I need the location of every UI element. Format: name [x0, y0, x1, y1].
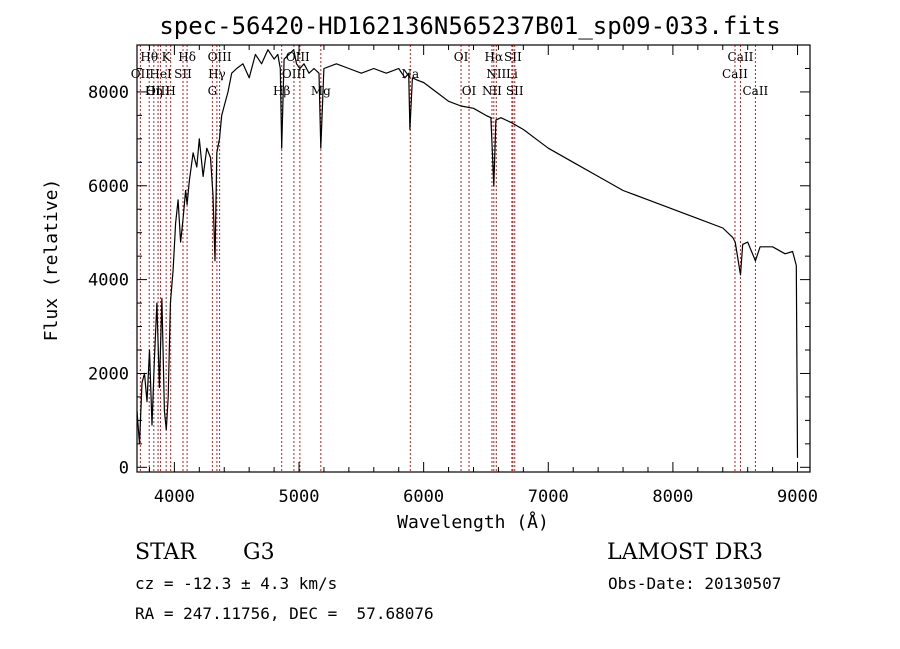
line-label: NII [482, 84, 502, 98]
plot-frame [136, 44, 811, 473]
line-label: Li [506, 67, 518, 81]
chart-title: spec-56420-HD162136N565237B01_sp09-033.f… [159, 12, 780, 40]
y-tick-label: 0 [119, 458, 129, 478]
line-label: Hβ [273, 84, 290, 98]
survey-name: LAMOST DR3 [607, 540, 763, 565]
x-tick-label: 5000 [279, 487, 320, 507]
coordinates: RA = 247.11756, DEC = 57.68076 [135, 604, 434, 623]
line-label: CaII [722, 67, 748, 81]
y-tick-label: 4000 [88, 271, 129, 291]
line-label: OIII [286, 50, 310, 64]
line-label: Hδ [178, 50, 196, 64]
object-class: STAR [135, 540, 197, 565]
object-subclass: G3 [243, 540, 275, 565]
line-label: Hθ [140, 50, 158, 64]
line-label: OI [454, 50, 469, 64]
spectrum-series [136, 49, 799, 458]
line-label: OIII [282, 67, 306, 81]
observation-date: Obs-Date: 20130507 [608, 574, 781, 593]
line-label: NII [486, 67, 506, 81]
x-tick-label: 8000 [652, 487, 693, 507]
x-tick-label: 6000 [403, 487, 444, 507]
line-label: Hα [485, 50, 504, 64]
line-label: SII [174, 67, 192, 81]
line-label: CaII [728, 50, 754, 64]
x-tick-label: 9000 [777, 487, 818, 507]
axis-ticks: 4000 5000 6000 7000 8000 9000 0 2000 4000 6000 800… [88, 45, 818, 507]
line-label: K [162, 50, 172, 64]
y-axis-label: Flux (relative) [41, 179, 62, 342]
y-tick-label: 2000 [88, 364, 129, 384]
line-label: HeI [149, 67, 172, 81]
line-label: Na [401, 67, 419, 81]
line-label: OIII [208, 50, 232, 64]
x-axis-label: Wavelength (Å) [397, 511, 549, 533]
line-label: OII [131, 67, 151, 81]
line-label: H [165, 84, 175, 98]
x-tick-label: 7000 [528, 487, 569, 507]
spectrum-line [136, 49, 799, 458]
x-tick-label: 4000 [154, 487, 195, 507]
line-label: Hη [145, 84, 163, 98]
line-label: SII [506, 84, 524, 98]
y-tick-label: 6000 [88, 177, 129, 197]
redshift-info: cz = -12.3 ± 4.3 km/s [135, 574, 337, 593]
line-label: Hγ [208, 67, 226, 81]
line-label: SII [504, 50, 522, 64]
emission-line-markers [139, 45, 756, 472]
line-label: OI [462, 84, 477, 98]
y-tick-label: 8000 [88, 83, 129, 103]
line-label: OIII [146, 84, 170, 98]
line-label: Mg [311, 84, 331, 98]
line-label: CaII [742, 84, 768, 98]
line-label: G [208, 84, 218, 98]
